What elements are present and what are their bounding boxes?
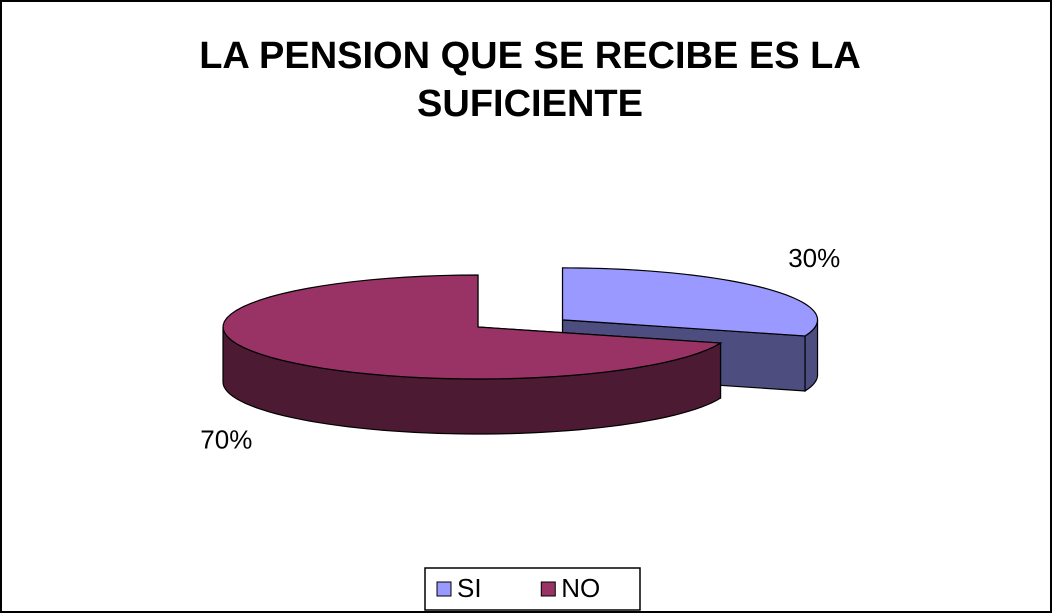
data-label: 30% (788, 243, 840, 273)
legend-label: SI (457, 573, 482, 603)
slice (561, 267, 819, 337)
legend-swatch (436, 581, 452, 597)
legend-swatch (540, 581, 556, 597)
chart-title: LA PENSION QUE SE RECIBE ES LA SUFICIENT… (199, 35, 861, 125)
legend-box (424, 567, 641, 611)
legend-label: NO (561, 573, 600, 603)
data-label: 70% (200, 425, 252, 455)
slice (222, 274, 723, 380)
